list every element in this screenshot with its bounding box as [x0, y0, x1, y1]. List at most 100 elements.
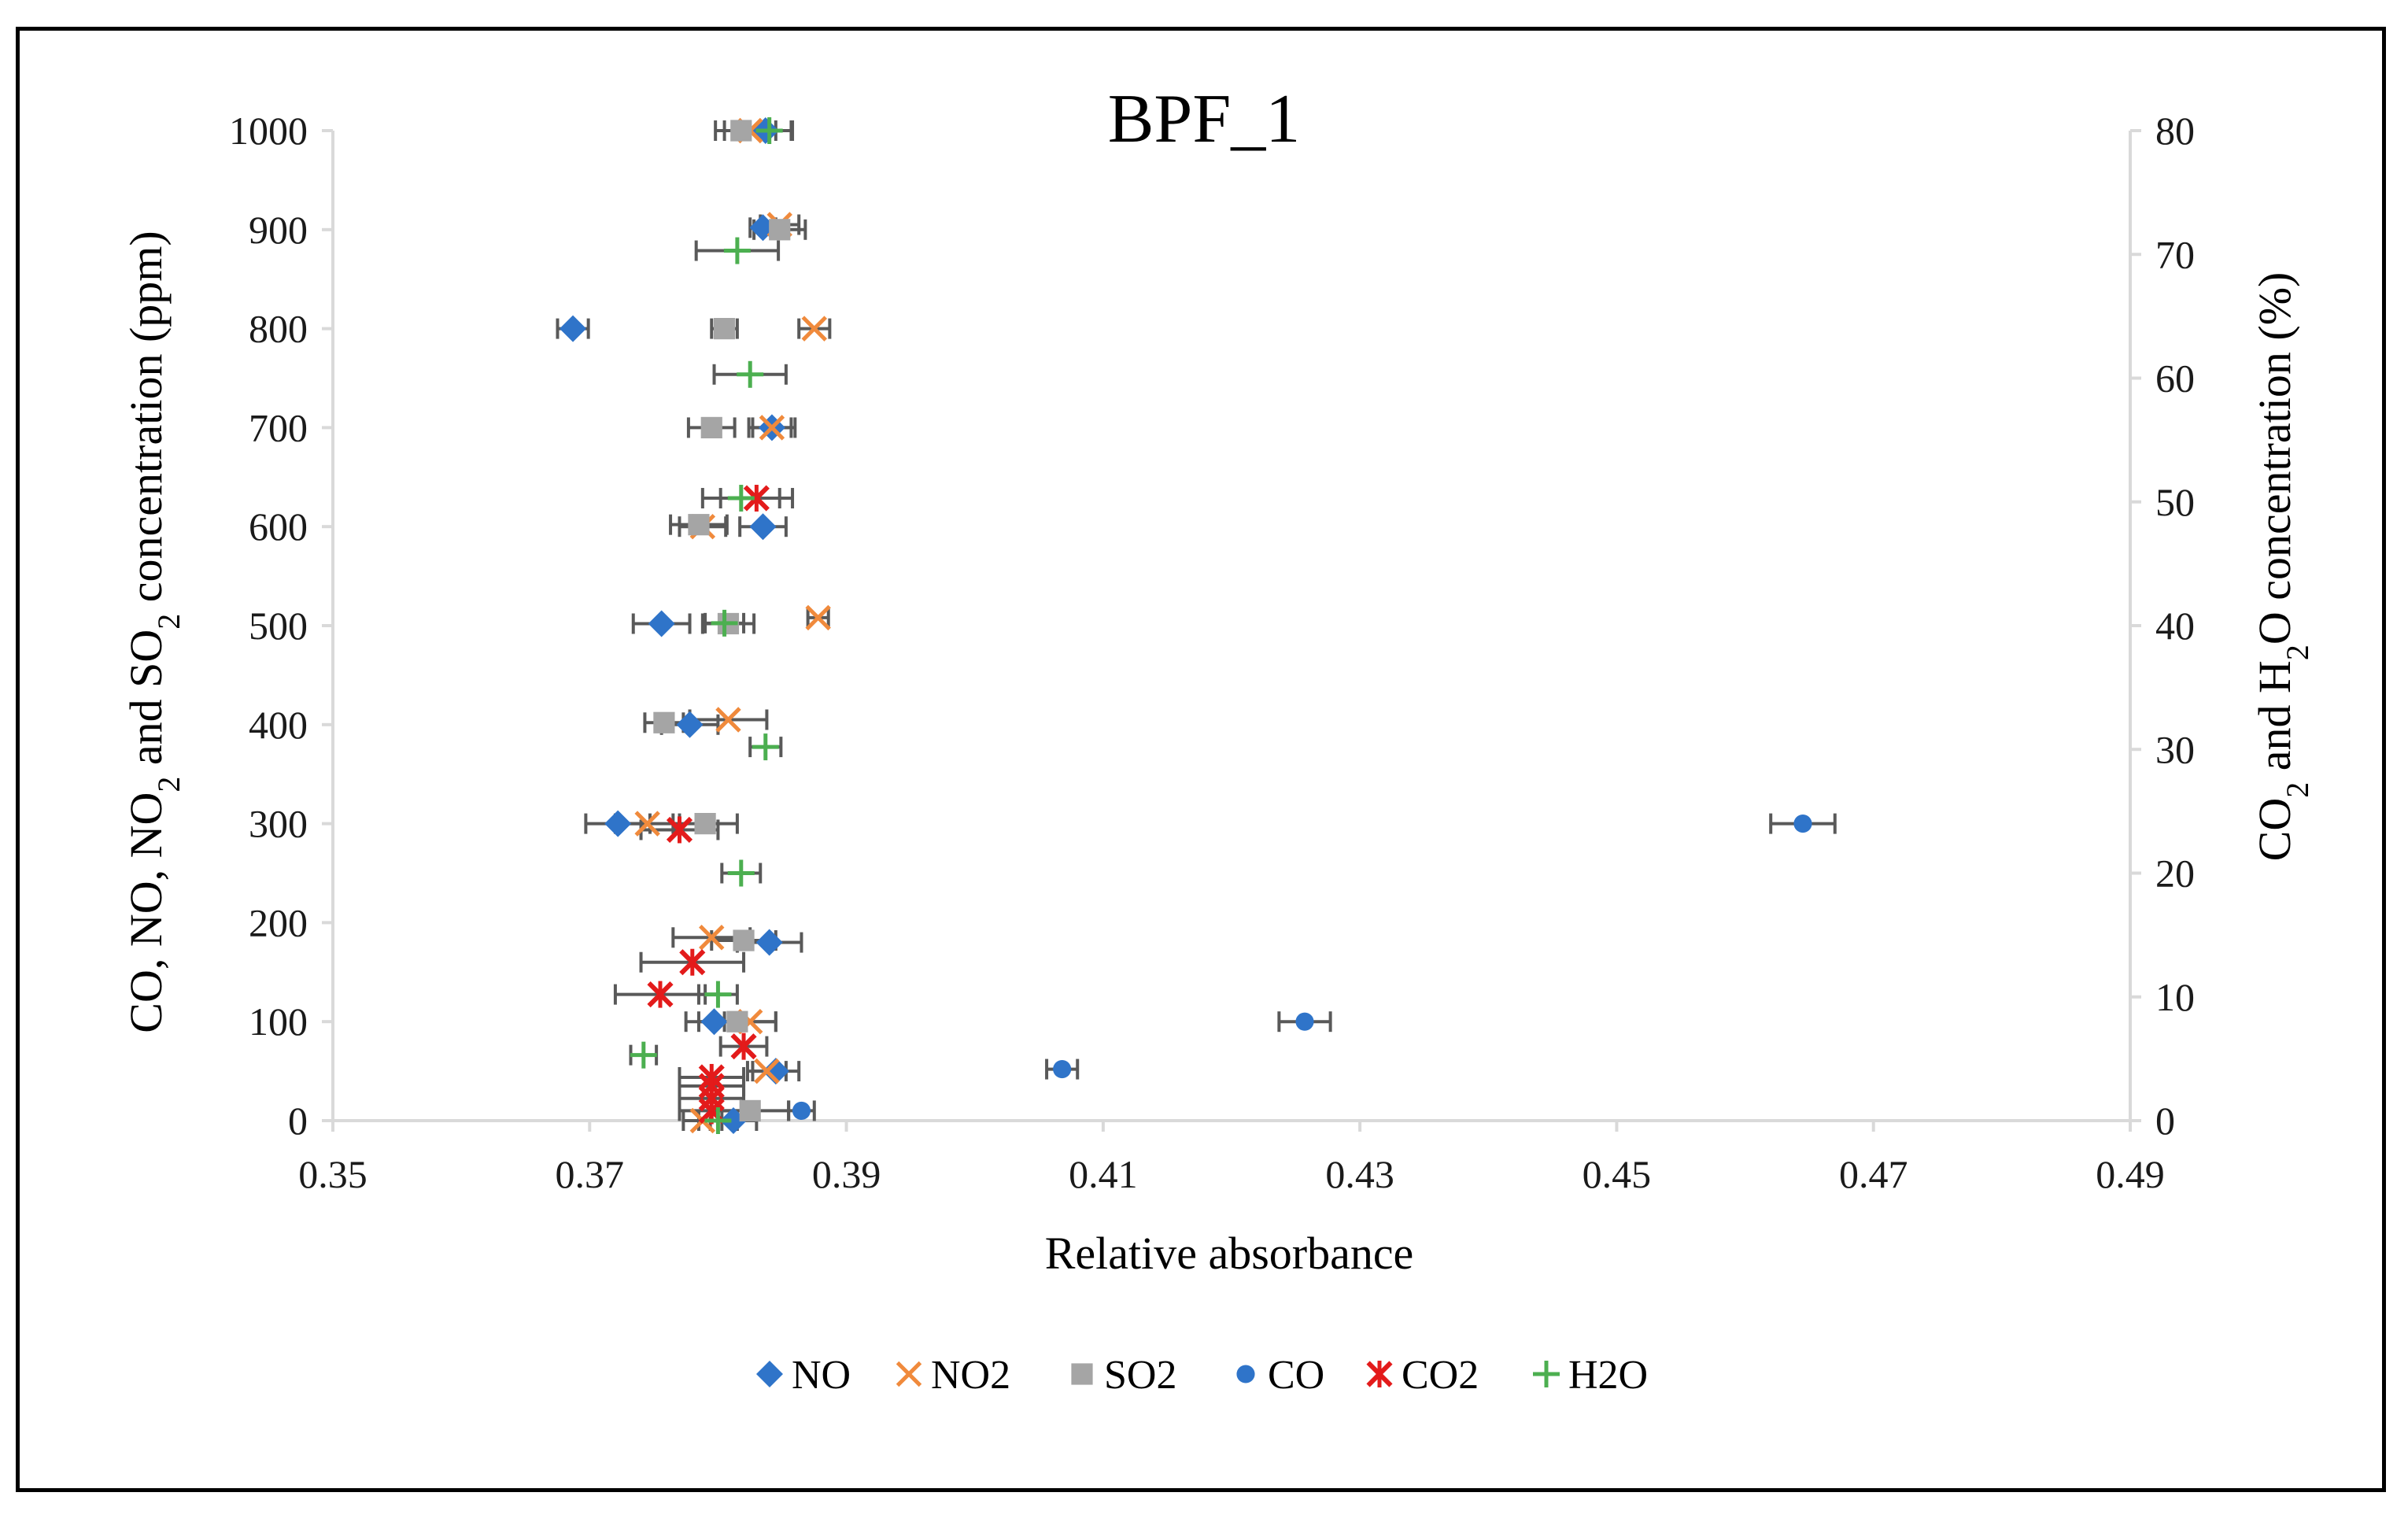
y-left-tick-label: 0 — [288, 1099, 308, 1143]
point-co2 — [679, 948, 706, 976]
legend-item-h2o: H2O — [1533, 1353, 1648, 1398]
point-h2o — [752, 733, 779, 761]
point-no — [755, 929, 783, 956]
legend-marker-no — [756, 1361, 783, 1387]
chart-title: BPF_1 — [1108, 81, 1301, 157]
point-no — [604, 810, 632, 837]
marker-stroke — [634, 811, 660, 837]
y-left-tick-label: 400 — [249, 703, 308, 747]
point-so2 — [653, 711, 675, 733]
legend-marker-h2o — [1533, 1361, 1560, 1387]
point-no2 — [759, 415, 785, 441]
point-no2 — [805, 604, 831, 631]
point-h2o — [723, 237, 751, 264]
point-co2 — [666, 816, 693, 844]
y-left-tick-label: 300 — [249, 802, 308, 846]
point-h2o — [737, 360, 764, 388]
x-tick-label: 0.37 — [556, 1152, 625, 1196]
x-tick-label: 0.41 — [1069, 1152, 1138, 1196]
point-no — [749, 513, 777, 541]
point-so2 — [700, 416, 722, 438]
y-right-tick-label: 0 — [2155, 1099, 2175, 1143]
data-markers — [560, 117, 1812, 1134]
point-co — [1793, 815, 1812, 833]
point-no2 — [699, 925, 725, 951]
legend-label-co2: CO2 — [1402, 1353, 1479, 1398]
point-co — [1295, 1012, 1314, 1031]
y-right-tick-label: 10 — [2155, 975, 2195, 1019]
legend-label-h2o: H2O — [1568, 1353, 1648, 1398]
legend-item-so2: SO2 — [1071, 1353, 1176, 1398]
point-h2o — [711, 609, 738, 637]
x-tick-label: 0.39 — [812, 1152, 881, 1196]
marker-stroke — [805, 604, 831, 631]
x-tick-label: 0.35 — [298, 1152, 367, 1196]
x-tick-label: 0.49 — [2096, 1152, 2165, 1196]
point-co — [1053, 1060, 1072, 1079]
point-h2o — [704, 981, 732, 1008]
y-left-tick-label: 1000 — [229, 109, 308, 153]
point-h2o — [755, 117, 783, 144]
y-right-tick-label: 70 — [2155, 232, 2195, 276]
y-right-tick-label: 30 — [2155, 727, 2195, 771]
y-right-tick-labels: 0 10 20 30 40 50 60 70 80 — [2155, 109, 2195, 1143]
y-left-tick-label: 200 — [249, 900, 308, 944]
legend-label-no2: NO2 — [931, 1353, 1010, 1398]
marker-stroke — [801, 316, 828, 342]
point-co2 — [647, 981, 674, 1008]
point-h2o — [727, 859, 755, 887]
y-left-tick-label: 700 — [249, 405, 308, 449]
point-no — [648, 610, 675, 637]
point-co2 — [698, 1063, 725, 1091]
legend-item-no2: NO2 — [896, 1353, 1010, 1398]
legend-item-no: NO — [756, 1353, 851, 1398]
point-no — [560, 315, 587, 342]
point-so2 — [733, 929, 755, 951]
y-right-tick-label: 20 — [2155, 852, 2195, 896]
point-h2o — [727, 485, 755, 512]
point-no2 — [801, 316, 828, 342]
y-right-axis-title: CO2 and H2O concentration (%) — [2249, 272, 2315, 862]
marker-stroke — [715, 707, 741, 733]
y-right-tick-label: 80 — [2155, 109, 2195, 153]
y-left-tick-label: 500 — [249, 604, 308, 648]
point-h2o — [704, 1107, 732, 1134]
marker-stroke — [896, 1361, 922, 1387]
point-so2 — [726, 1010, 748, 1033]
point-so2 — [713, 318, 736, 340]
point-so2 — [688, 514, 710, 536]
legend-item-co: CO — [1236, 1353, 1324, 1398]
marker-stroke — [699, 925, 725, 951]
y-left-tick-labels: 0 100 200 300 400 500 600 700 800 900 1000 — [229, 109, 308, 1143]
x-tick-label: 0.43 — [1325, 1152, 1394, 1196]
legend: NO NO2 SO2 CO CO2 H2O — [756, 1353, 1648, 1398]
legend-label-so2: SO2 — [1104, 1353, 1176, 1398]
legend-label-no: NO — [792, 1353, 851, 1398]
legend-marker-so2 — [1071, 1363, 1093, 1385]
marker-stroke — [754, 1058, 780, 1084]
chart-frame — [16, 27, 2386, 1492]
marker-stroke — [759, 415, 785, 441]
point-co — [792, 1101, 811, 1120]
x-tick-labels: 0.35 0.37 0.39 0.41 0.43 0.45 0.47 0.49 — [298, 1152, 2165, 1196]
point-so2 — [694, 813, 716, 835]
point-so2 — [739, 1099, 761, 1122]
point-no2 — [715, 707, 741, 733]
y-left-tick-label: 800 — [249, 307, 308, 351]
y-right-tick-label: 60 — [2155, 356, 2195, 401]
legend-item-co2: CO2 — [1366, 1353, 1479, 1398]
legend-label-co: CO — [1268, 1353, 1324, 1398]
legend-marker-co — [1236, 1365, 1255, 1383]
y-left-tick-label: 600 — [249, 504, 308, 549]
legend-marker-co2 — [1366, 1361, 1393, 1387]
y-left-tick-label: 100 — [249, 999, 308, 1044]
axes-layer — [322, 129, 2141, 1132]
y-left-tick-label: 900 — [249, 208, 308, 252]
error-bars — [556, 120, 1837, 1131]
point-so2 — [730, 120, 752, 142]
point-co2 — [743, 485, 770, 512]
point-no — [676, 711, 704, 738]
legend-marker-no2 — [896, 1361, 922, 1387]
point-no2 — [754, 1058, 780, 1084]
